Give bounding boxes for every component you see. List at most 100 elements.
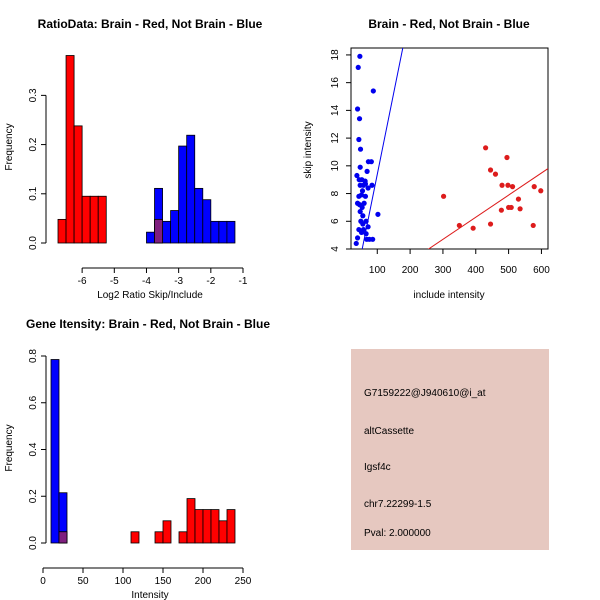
scatter-point-red: [470, 225, 476, 231]
ratio-bar-blue: [218, 220, 228, 244]
ratio-bar-blue: [226, 220, 236, 244]
location-text: chr7.22299-1.5: [364, 499, 432, 510]
intensity-bar-red: [210, 509, 220, 544]
scatter-point-red: [483, 145, 489, 151]
gene-name-text: Igsf4c: [364, 462, 391, 473]
scatter-point-blue: [353, 240, 359, 247]
scatter-point-blue: [356, 136, 362, 143]
event-type-text: altCassette: [364, 426, 414, 437]
intensity-bar-red: [218, 520, 228, 544]
scatter-fit-line-red: [427, 168, 548, 249]
intensity-x-tick-label: 0: [40, 576, 46, 587]
scatter-point-blue: [354, 235, 361, 241]
ratio-bar-blue: [162, 220, 172, 244]
scatter-panel: Brain - Red, Not Brain - Blue include in…: [303, 17, 550, 301]
intensity-bar-red: [194, 509, 204, 544]
scatter-marks: [353, 48, 548, 249]
intensity-y-tick-label: 0.8: [28, 349, 39, 363]
scatter-point-blue: [358, 192, 365, 198]
ratio-bar-blue: [186, 134, 196, 244]
ratio-bar-blue: [170, 210, 180, 244]
intensity-bar-red: [226, 509, 236, 544]
intensity-x-tick-label: 250: [235, 576, 252, 587]
scatter-point-red: [517, 206, 523, 212]
scatter-point-blue: [369, 182, 375, 188]
scatter-point-blue: [370, 236, 376, 242]
intensity-bar-red: [202, 509, 212, 544]
scatter-y-tick-label: 18: [330, 49, 341, 61]
scatter-point-blue: [355, 64, 361, 71]
scatter-point-blue: [358, 229, 365, 235]
scatter-point-red: [487, 167, 494, 173]
scatter-y-tick-label: 10: [330, 160, 341, 172]
scatter-y-tick-label: 8: [330, 190, 341, 196]
scatter-point-blue: [363, 218, 369, 224]
intensity-x-tick-label: 50: [77, 576, 89, 587]
intensity-bar-red: [186, 498, 196, 544]
ratio-chart-title: RatioData: Brain - Red, Not Brain - Blue: [38, 17, 263, 31]
ratio-bar-red: [57, 218, 67, 244]
scatter-y-tick-label: 4: [330, 246, 341, 252]
scatter-x-tick-label: 100: [369, 265, 386, 276]
ratio-x-tick-label: -6: [78, 276, 87, 287]
ratio-y-tick-label: 0.3: [28, 88, 39, 102]
probe-id-text: G7159222@J940610@i_at: [364, 388, 486, 399]
scatter-point-blue: [359, 188, 366, 194]
scatter-point-red: [487, 221, 494, 227]
scatter-point-red: [492, 171, 499, 177]
intensity-chart-title: Gene Itensity: Brain - Red, Not Brain - …: [26, 317, 270, 331]
ratio-bar-red: [65, 55, 75, 244]
intensity-y-axis-label: Frequency: [4, 424, 15, 471]
scatter-y-axis-label: skip intensity: [303, 121, 314, 178]
intensity-x-tick-label: 150: [155, 576, 172, 587]
scatter-point-blue: [365, 224, 371, 230]
scatter-clip-group: [353, 48, 548, 249]
intensity-bar-red: [162, 520, 172, 544]
ratio-bar-red: [73, 125, 83, 244]
scatter-point-blue: [357, 53, 363, 59]
scatter-point-red: [530, 222, 536, 229]
scatter-x-tick-label: 500: [500, 265, 517, 276]
ratio-bar-blue: [194, 187, 204, 244]
intensity-bar-red: [154, 531, 164, 544]
ratio-x-tick-label: -1: [239, 276, 248, 287]
scatter-point-red: [509, 184, 516, 190]
intensity-y-tick-label: 0.0: [28, 536, 39, 550]
ratio-bar-red: [89, 195, 99, 244]
scatter-point-red: [456, 222, 462, 229]
scatter-point-blue: [354, 106, 361, 112]
scatter-point-red: [498, 207, 504, 213]
scatter-y-tick-label: 12: [330, 132, 341, 144]
scatter-point-blue: [357, 146, 364, 152]
scatter-point-red: [499, 182, 505, 188]
intensity-x-axis-label: Intensity: [131, 590, 168, 600]
intensity-x-tick-label: 100: [115, 576, 132, 587]
ratio-axes: -6 -5 -4 -3 -2 -1 0.0 0.1 0.2 0.3: [28, 88, 248, 287]
intensity-bar-red: [130, 531, 140, 544]
scatter-y-tick-label: 6: [330, 218, 341, 224]
ratio-bar-overlap: [154, 218, 163, 244]
scatter-point-blue: [365, 185, 371, 191]
ratio-y-tick-label: 0.2: [28, 137, 39, 151]
ratio-bar-red: [81, 195, 91, 244]
scatter-x-tick-label: 300: [435, 265, 452, 276]
intensity-bar-overlap: [58, 531, 68, 544]
scatter-point-red: [508, 204, 514, 211]
scatter-axes: 100 200 300 400 500 600 4 6 8 10 12 14 16 18: [330, 49, 550, 276]
scatter-point-red: [531, 184, 537, 190]
scatter-point-blue: [362, 193, 369, 199]
scatter-point-blue: [375, 211, 381, 217]
scatter-y-tick-label: 16: [330, 77, 341, 89]
ratio-x-tick-label: -5: [110, 276, 119, 287]
scatter-point-blue: [359, 204, 365, 211]
intensity-histogram-panel: Gene Itensity: Brain - Red, Not Brain - …: [4, 317, 270, 600]
intensity-bar-blue: [50, 359, 60, 544]
scatter-point-blue: [364, 168, 370, 174]
scatter-point-blue: [354, 172, 360, 179]
scatter-x-axis-label: include intensity: [413, 290, 484, 301]
scatter-point-red: [538, 188, 544, 194]
scatter-point-blue: [356, 116, 363, 122]
scatter-point-blue: [370, 88, 376, 94]
scatter-point-blue: [361, 200, 367, 206]
